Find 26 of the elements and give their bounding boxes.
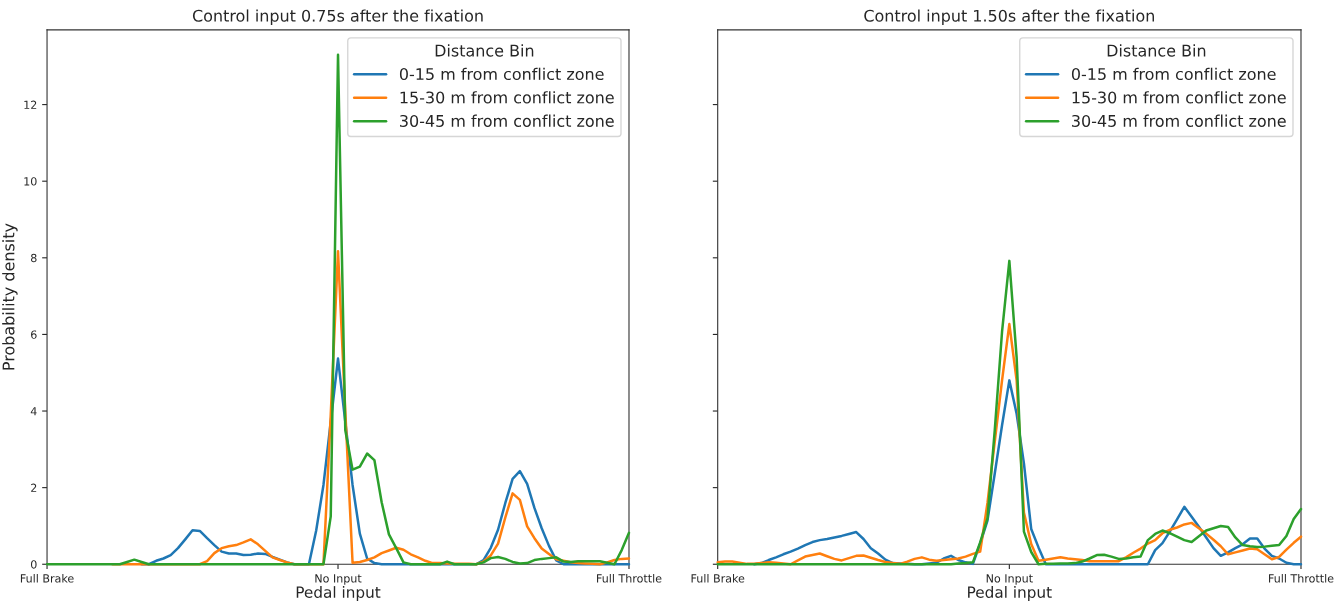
x-tick-label: Full Throttle — [1269, 573, 1334, 583]
x-tick-label: No Input — [986, 574, 1033, 585]
y-axis-title: Probability density — [2, 223, 18, 370]
y-tick-label: 0 — [30, 560, 37, 569]
y-tick-label: 4 — [30, 407, 37, 416]
x-axis-title: Pedal input — [296, 586, 381, 601]
legend-title: Distance Bin — [435, 44, 534, 57]
legend-label: 0-15 m from conflict zone — [399, 67, 604, 81]
legend-label: 15-30 m from conflict zone — [1072, 91, 1286, 104]
legend-label: 15-30 m from conflict zone — [400, 91, 614, 104]
legend-label: 30-45 m from conflict zone — [1072, 114, 1286, 127]
chart-title: Control input 0.75s after the fixation — [192, 9, 483, 25]
y-tick-label: 6 — [31, 330, 37, 339]
x-axis-title: Pedal input — [968, 586, 1052, 601]
legend-label: 30-45 m from conflict zone — [400, 114, 614, 127]
y-tick-label: 8 — [31, 253, 37, 263]
y-tick-label: 10 — [24, 177, 37, 186]
y-tick-label: 2 — [31, 483, 37, 492]
x-tick-label: No Input — [315, 574, 362, 585]
x-tick-label: Full Throttle — [597, 573, 662, 583]
chart-title: Control input 1.50s after the fixation — [864, 9, 1154, 25]
legend-title: Distance Bin — [1107, 44, 1206, 57]
x-tick-label: Full Brake — [691, 573, 745, 583]
x-tick-label: Full Brake — [20, 573, 74, 583]
y-tick-label: 12 — [24, 100, 37, 109]
legend-label: 0-15 m from conflict zone — [1071, 67, 1276, 81]
